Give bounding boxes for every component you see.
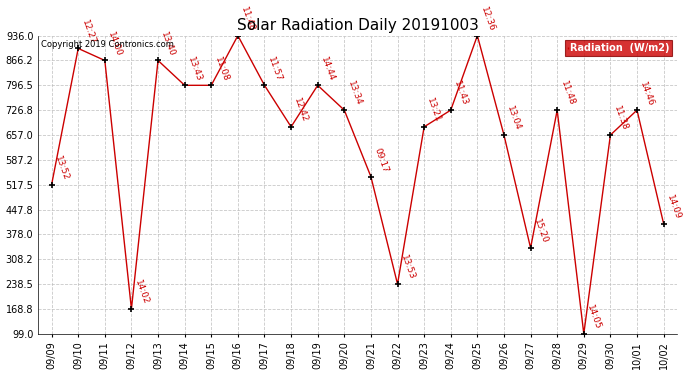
Text: 14:09: 14:09	[665, 194, 682, 221]
Text: 11:57: 11:57	[266, 55, 283, 82]
Text: 13:40: 13:40	[159, 30, 177, 58]
Text: 13:04: 13:04	[505, 105, 522, 132]
Text: 13:21: 13:21	[426, 97, 443, 124]
Text: 13:52: 13:52	[53, 154, 70, 182]
Text: 15:20: 15:20	[532, 218, 549, 245]
Title: Solar Radiation Daily 20191003: Solar Radiation Daily 20191003	[237, 18, 479, 33]
Text: Copyright 2019 Contronics.com: Copyright 2019 Contronics.com	[41, 40, 175, 49]
Text: 14:05: 14:05	[585, 304, 602, 331]
Text: 14:46: 14:46	[638, 80, 655, 107]
Text: 14:44: 14:44	[319, 56, 336, 82]
Text: 13:53: 13:53	[399, 254, 416, 281]
Text: 11:08: 11:08	[213, 55, 230, 82]
Text: 12:36: 12:36	[479, 6, 496, 33]
Text: 11:48: 11:48	[559, 80, 576, 107]
Text: 11:43: 11:43	[452, 80, 469, 107]
Text: 14:00: 14:00	[106, 30, 124, 58]
Text: 13:34: 13:34	[346, 80, 363, 107]
Text: 14:02: 14:02	[132, 279, 150, 306]
Text: 11:38: 11:38	[612, 105, 629, 132]
Legend: Radiation  (W/m2): Radiation (W/m2)	[565, 40, 672, 56]
Text: 12:42: 12:42	[293, 97, 310, 124]
Text: 13:43: 13:43	[186, 55, 204, 82]
Text: 11:48: 11:48	[239, 6, 257, 33]
Text: 12:27: 12:27	[79, 18, 97, 46]
Text: 09:17: 09:17	[373, 147, 390, 174]
